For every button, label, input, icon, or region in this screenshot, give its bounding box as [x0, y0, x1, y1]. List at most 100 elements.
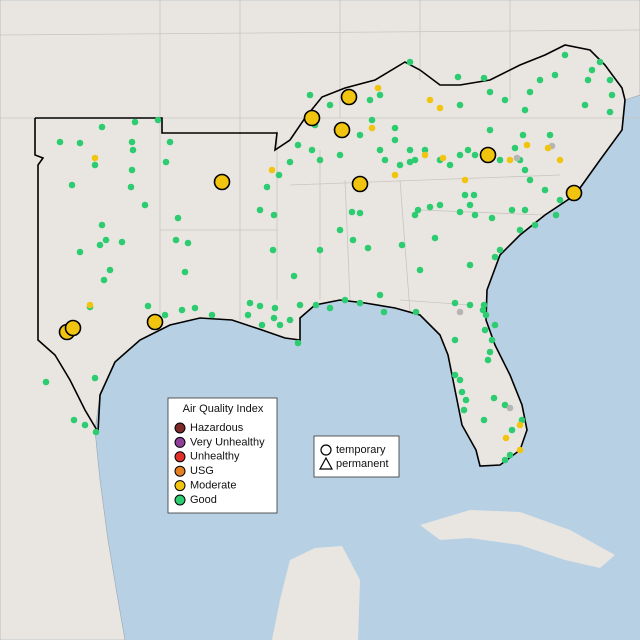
- site-good: [496, 156, 504, 164]
- site-good: [366, 96, 374, 104]
- site-good: [96, 241, 104, 249]
- site-moderate: [436, 104, 444, 112]
- site-good: [406, 146, 414, 154]
- site-moderate-temporary: [565, 184, 583, 202]
- site-good: [341, 296, 349, 304]
- site-good: [398, 241, 406, 249]
- site-good: [172, 236, 180, 244]
- site-good: [496, 246, 504, 254]
- site-good: [271, 304, 279, 312]
- site-good: [466, 261, 474, 269]
- site-good: [276, 321, 284, 329]
- site-good: [316, 156, 324, 164]
- site-good: [556, 196, 564, 204]
- site-good: [526, 176, 534, 184]
- site-good: [336, 226, 344, 234]
- site-good: [184, 239, 192, 247]
- legend-swatch: [174, 451, 186, 463]
- site-good: [263, 183, 271, 191]
- site-good: [446, 161, 454, 169]
- site-good: [581, 101, 589, 109]
- site-good: [521, 106, 529, 114]
- legend-label: Moderate: [190, 480, 236, 492]
- legend-swatch: [174, 480, 186, 492]
- site-good: [451, 336, 459, 344]
- site-good: [488, 214, 496, 222]
- site-good: [416, 266, 424, 274]
- site-moderate-temporary: [351, 175, 369, 193]
- legend-label: Unhealthy: [190, 451, 240, 463]
- legend-label: temporary: [336, 444, 386, 456]
- site-moderate: [426, 96, 434, 104]
- site-legend: temporary permanent: [313, 435, 400, 478]
- site-moderate-temporary: [64, 319, 82, 337]
- site-good: [464, 146, 472, 154]
- site-good: [461, 191, 469, 199]
- site-good: [466, 301, 474, 309]
- site-good: [526, 88, 534, 96]
- legend-swatch: [174, 465, 186, 477]
- site-good: [431, 234, 439, 242]
- site-good: [131, 118, 139, 126]
- site-good: [144, 302, 152, 310]
- legend-label: permanent: [336, 458, 389, 470]
- site-no-data: [513, 154, 521, 162]
- site-good: [471, 151, 479, 159]
- site-good: [290, 272, 298, 280]
- site-good: [541, 186, 549, 194]
- legend-swatch: [174, 494, 186, 506]
- site-good: [98, 221, 106, 229]
- site-good: [286, 158, 294, 166]
- site-good: [552, 211, 560, 219]
- site-good: [76, 248, 84, 256]
- site-good: [118, 238, 126, 246]
- site-moderate: [439, 154, 447, 162]
- site-good: [391, 136, 399, 144]
- site-good: [162, 158, 170, 166]
- site-good: [596, 58, 604, 66]
- site-good: [106, 266, 114, 274]
- site-good: [376, 291, 384, 299]
- site-good: [91, 374, 99, 382]
- legend-items: Hazardous Very Unhealthy Unhealthy USG Moder…: [174, 422, 265, 506]
- site-good: [412, 308, 420, 316]
- site-no-data: [456, 308, 464, 316]
- site-good: [458, 388, 466, 396]
- aqi-legend: Air Quality Index Hazardous Very Unhealth…: [167, 397, 278, 514]
- legend-swatch: [174, 422, 186, 434]
- site-good: [396, 161, 404, 169]
- site-good: [336, 151, 344, 159]
- site-good: [356, 131, 364, 139]
- site-good: [368, 116, 376, 124]
- site-good: [141, 201, 149, 209]
- monitor-sites: [42, 51, 616, 464]
- site-good: [486, 88, 494, 96]
- site-good: [178, 306, 186, 314]
- site-good: [481, 326, 489, 334]
- site-moderate: [86, 301, 94, 309]
- site-good: [380, 308, 388, 316]
- site-moderate-temporary: [479, 146, 497, 164]
- site-good: [501, 401, 509, 409]
- site-good: [456, 376, 464, 384]
- site-good: [294, 339, 302, 347]
- site-good: [436, 201, 444, 209]
- site-good: [521, 206, 529, 214]
- site-good: [584, 76, 592, 84]
- site-good: [421, 146, 429, 154]
- cuba: [420, 510, 615, 568]
- site-good: [275, 171, 283, 179]
- coast-outline: [97, 99, 626, 467]
- site-good: [258, 321, 266, 329]
- site-good: [501, 456, 509, 464]
- site-good: [506, 451, 514, 459]
- site-good: [546, 131, 554, 139]
- site-good: [166, 138, 174, 146]
- site-no-data: [506, 404, 514, 412]
- site-good: [484, 356, 492, 364]
- site-good: [490, 394, 498, 402]
- site-good: [606, 76, 614, 84]
- site-good: [588, 66, 596, 74]
- site-good: [308, 146, 316, 154]
